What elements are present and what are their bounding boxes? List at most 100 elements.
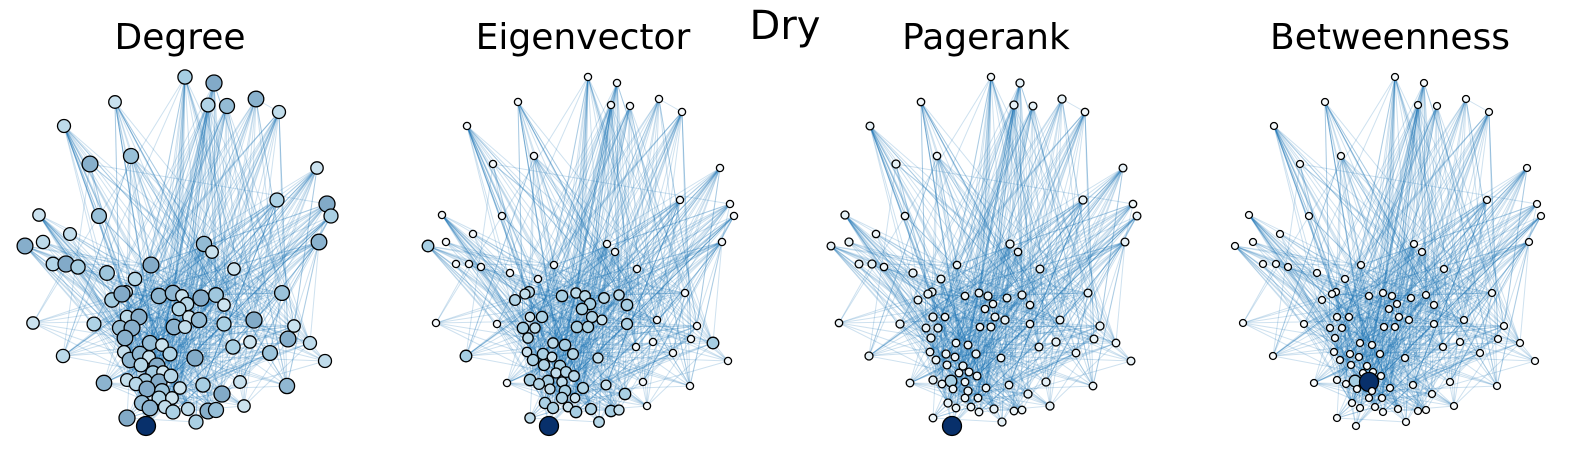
network-edge [977, 76, 992, 399]
network-edge [1272, 355, 1364, 374]
network-node [186, 349, 204, 367]
network-edge [1252, 241, 1427, 296]
network-edge [1389, 297, 1412, 389]
network-edge [1479, 292, 1493, 354]
network-edge [830, 245, 929, 295]
network-edge [195, 104, 209, 423]
network-edge [62, 243, 205, 357]
network-node [983, 291, 993, 301]
network-edge [1021, 105, 1034, 296]
network-edge [529, 417, 600, 423]
network-edge [1382, 292, 1399, 410]
network-edge [186, 199, 278, 305]
network-edge [646, 98, 660, 407]
network-edge [1242, 322, 1419, 412]
network-edge [215, 105, 228, 296]
network-edge [552, 82, 618, 409]
network-edge [129, 203, 328, 361]
network-edge [1262, 263, 1373, 346]
network-edge [158, 82, 215, 297]
network-edge [977, 104, 1015, 399]
network-node [1271, 259, 1281, 269]
network-edge [1345, 316, 1350, 385]
network-edge [62, 251, 213, 357]
network-edge [1273, 125, 1350, 318]
network-edge [941, 383, 957, 409]
network-edge [1008, 199, 1084, 386]
network-edge [32, 241, 320, 324]
network-edge [1032, 105, 1094, 387]
network-node [606, 100, 616, 110]
network-node [1045, 401, 1055, 411]
network-edge [1362, 292, 1384, 374]
network-edge [1389, 268, 1445, 389]
network-edge [1459, 167, 1528, 343]
network-edge [1388, 308, 1435, 325]
network-edge [587, 104, 612, 328]
network-edge [524, 105, 631, 295]
network-edge [936, 155, 969, 392]
network-edge [114, 101, 326, 362]
network-edge [533, 155, 698, 327]
network-edge [1491, 292, 1521, 344]
network-edge [950, 111, 1086, 382]
network-edge [956, 264, 970, 373]
network-edge [591, 316, 626, 395]
network-edge [466, 125, 539, 280]
network-edge [158, 325, 295, 383]
network-edge [1379, 353, 1498, 387]
network-edge [944, 316, 981, 328]
network-edge [1234, 245, 1333, 295]
edge-layer [830, 76, 1138, 427]
network-edge [574, 352, 674, 399]
network-edge [936, 155, 1029, 395]
network-edge [1032, 105, 1117, 344]
network-edge [1055, 167, 1124, 343]
node-layer [826, 72, 1142, 437]
node-layer [1230, 72, 1546, 431]
network-edge [1380, 215, 1542, 377]
network-edge [956, 98, 1063, 266]
network-edge [1234, 245, 1521, 344]
network-edge [601, 251, 616, 321]
network-node [1362, 361, 1372, 371]
network-edge [1248, 214, 1331, 329]
network-edge [194, 111, 280, 359]
network-edge [927, 199, 1084, 295]
network-edge [689, 241, 723, 387]
network-edge [1336, 316, 1499, 340]
network-edge [114, 101, 166, 408]
network-edge [1336, 76, 1396, 381]
network-edge [1242, 322, 1336, 339]
network-edge [573, 326, 589, 377]
network-edge [838, 241, 1126, 324]
network-edge [125, 291, 234, 348]
network-edge [1279, 233, 1351, 355]
network-edge [123, 295, 183, 353]
network-node [16, 237, 34, 255]
network-edge [1412, 167, 1528, 386]
network-edge [114, 101, 225, 306]
network-edge [597, 111, 683, 359]
network-edge [171, 104, 209, 399]
network-edge [529, 82, 618, 318]
network-edge [62, 351, 125, 357]
network-edge [1329, 241, 1530, 329]
network-node [1530, 356, 1540, 366]
network-edge [1442, 241, 1530, 348]
network-node [550, 367, 562, 379]
network-edge [978, 341, 1057, 413]
network-edge [581, 104, 612, 310]
network-edge [561, 325, 698, 383]
network-edge [146, 203, 328, 390]
network-edge [32, 76, 186, 324]
network-edge [106, 272, 175, 328]
network-node [35, 234, 51, 250]
network-node [1445, 377, 1455, 387]
network-edge [1017, 251, 1031, 325]
network-edge [1358, 346, 1444, 358]
network-edge [869, 125, 994, 305]
network-edge [427, 245, 628, 325]
network-edge [1061, 98, 1101, 327]
network-edge [575, 384, 607, 413]
